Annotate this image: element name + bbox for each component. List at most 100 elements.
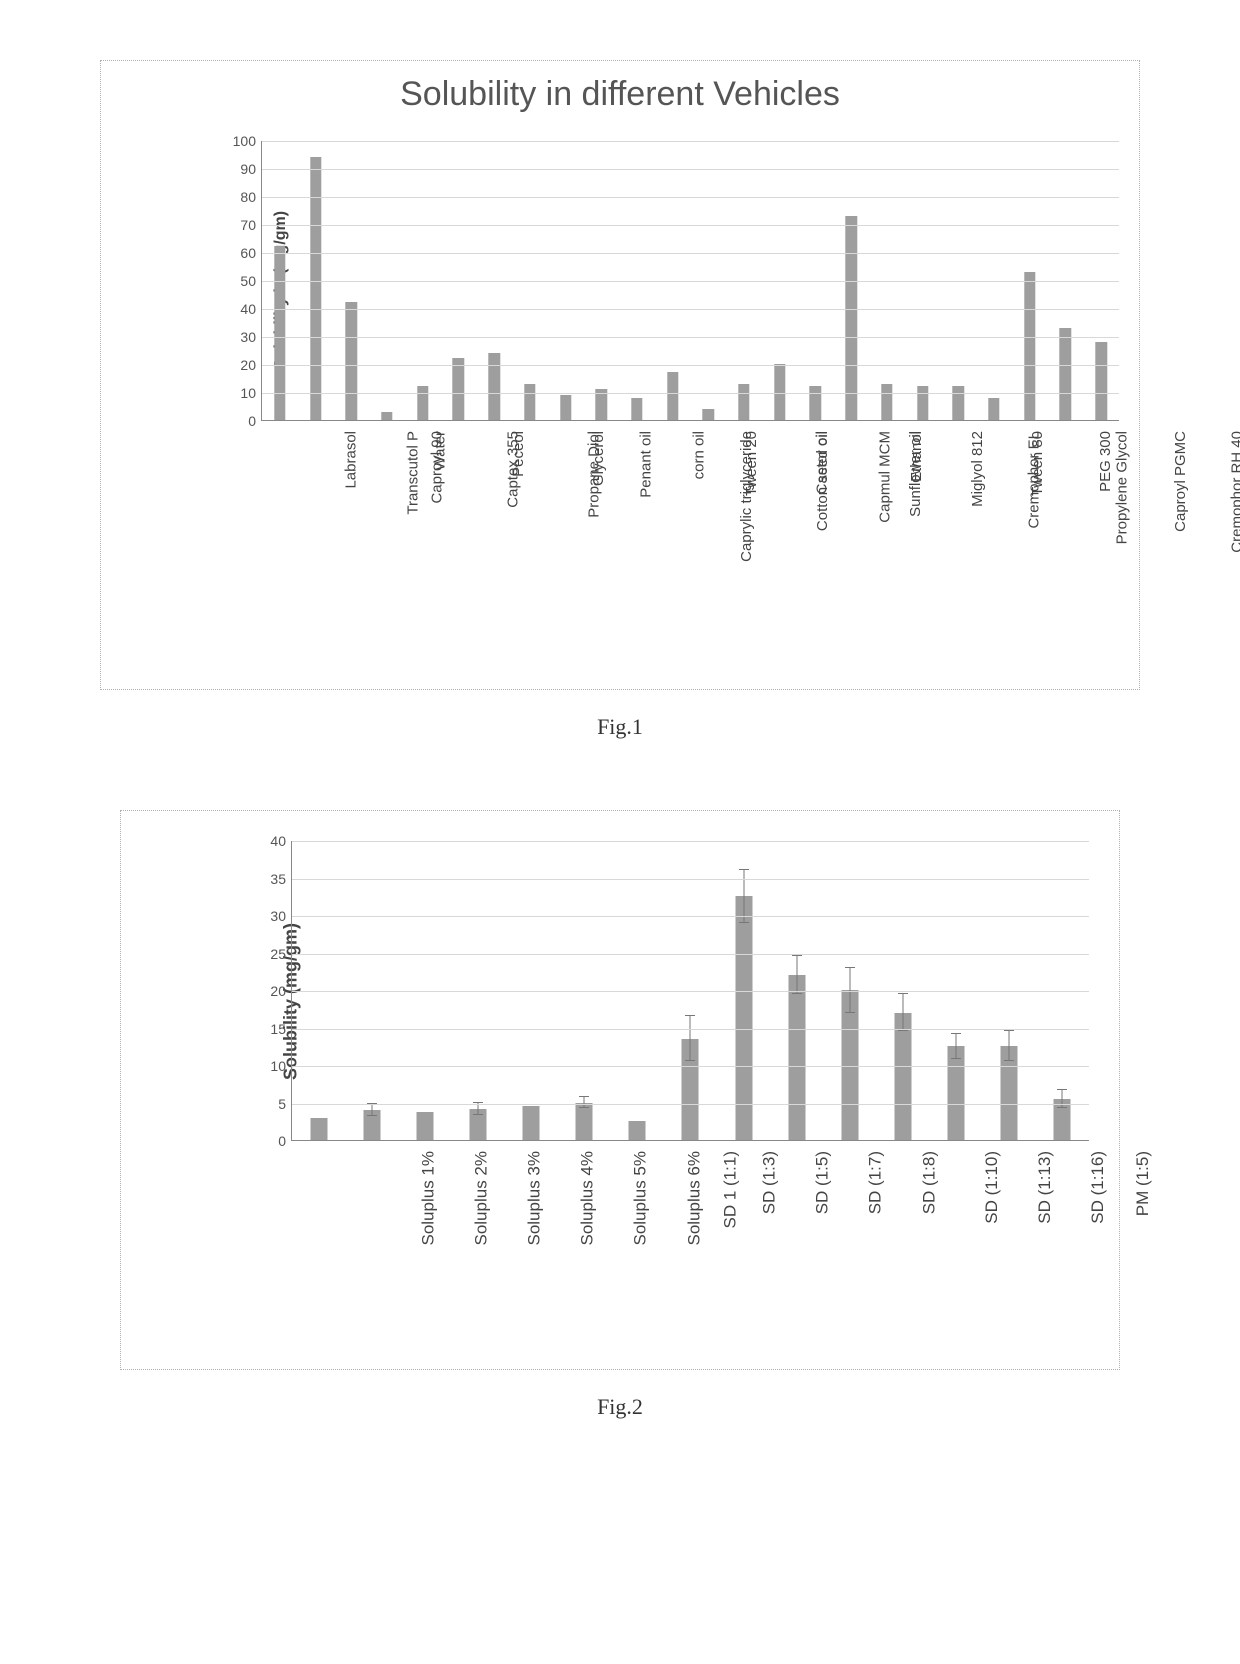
x-axis-label: corn oil <box>691 431 708 479</box>
ytick-label: 0 <box>248 413 262 429</box>
gridline <box>292 841 1089 842</box>
plot-area-2: Solubility (mg/gm) 0510152025303540 Solu… <box>181 841 1089 1339</box>
error-cap <box>739 869 749 870</box>
ytick-label: 70 <box>240 217 262 233</box>
x-axis-label: SD (1:16) <box>1088 1151 1108 1224</box>
error-cap <box>473 1102 483 1103</box>
x-axis-label: Transcutol P <box>404 431 421 515</box>
x-axis-label: Propylene Glycol <box>1113 431 1130 544</box>
gridline <box>262 281 1119 282</box>
bar <box>1060 328 1071 420</box>
plot-area-1: Solubility in (mg/gm) 010203040506070809… <box>161 141 1119 659</box>
error-cap <box>1004 1060 1014 1061</box>
bar <box>576 1103 593 1141</box>
error-cap <box>845 1012 855 1013</box>
bar <box>841 990 858 1140</box>
ytick-label: 40 <box>240 301 262 317</box>
error-cap <box>951 1058 961 1059</box>
ytick-label: 50 <box>240 273 262 289</box>
x-axis-label: Tween 80 <box>1029 431 1046 496</box>
bar <box>523 1106 540 1141</box>
bar <box>881 384 892 420</box>
error-cap <box>792 955 802 956</box>
gridline <box>292 1104 1089 1105</box>
x-axis-label: PEG 300 <box>1097 431 1114 492</box>
x-axis-label: SD (1:3) <box>759 1151 779 1214</box>
gridline <box>262 197 1119 198</box>
ytick-label: 80 <box>240 189 262 205</box>
x-axis-label: Soluplus 2% <box>471 1151 491 1246</box>
ytick-label: 5 <box>278 1096 292 1112</box>
x-axis-label: Capmul MCM <box>877 431 894 523</box>
bar <box>381 412 392 420</box>
x-axis-label: Water <box>432 431 449 470</box>
x-axis-label: Cremophor RH 40 <box>1229 431 1240 553</box>
gridline <box>292 879 1089 880</box>
bar <box>310 1118 327 1141</box>
figure-2: Solubility (mg/gm) 0510152025303540 Solu… <box>80 810 1160 1420</box>
bar <box>703 409 714 420</box>
bar <box>417 386 428 420</box>
bar <box>810 386 821 420</box>
error-cap <box>898 993 908 994</box>
bar <box>453 358 464 420</box>
error-whisker <box>796 956 797 994</box>
x-axis-label: Labrasol <box>342 431 359 489</box>
x-axis-label: SD (1:13) <box>1035 1151 1055 1224</box>
gridline <box>292 954 1089 955</box>
gridline <box>262 365 1119 366</box>
x-axis-label: Soluplus 6% <box>684 1151 704 1246</box>
ytick-label: 20 <box>240 357 262 373</box>
gridline <box>262 225 1119 226</box>
bar <box>560 395 571 420</box>
ytick-label: 30 <box>270 908 292 924</box>
bar <box>948 1046 965 1140</box>
x-axis-label: Caproyl PGMC <box>1172 431 1189 532</box>
error-cap <box>898 1030 908 1031</box>
error-cap <box>1057 1107 1067 1108</box>
x-axis-label: Peceol <box>510 431 527 477</box>
error-cap <box>792 993 802 994</box>
x-axis-label: Glycerol <box>590 431 607 486</box>
ytick-label: 0 <box>278 1133 292 1149</box>
x-axis-label: Tween 20 <box>743 431 760 496</box>
x-axis-label: Soluplus 1% <box>418 1151 438 1246</box>
bar <box>917 386 928 420</box>
gridline <box>262 393 1119 394</box>
ytick-label: 25 <box>270 946 292 962</box>
ytick-label: 10 <box>270 1058 292 1074</box>
bar <box>631 398 642 420</box>
gridline <box>262 337 1119 338</box>
x-axis-label: Penant oil <box>638 431 655 498</box>
ytick-label: 15 <box>270 1021 292 1037</box>
bar <box>788 975 805 1140</box>
error-cap <box>1004 1030 1014 1031</box>
figure-caption-1: Fig.1 <box>80 714 1160 740</box>
x-axis-label: SD (1:8) <box>919 1151 939 1214</box>
ytick-label: 20 <box>270 983 292 999</box>
bar <box>667 372 678 420</box>
axis-box-1: 0102030405060708090100 <box>261 141 1119 421</box>
x-axis-label: SD (1:7) <box>866 1151 886 1214</box>
bar <box>488 353 499 420</box>
gridline <box>262 169 1119 170</box>
x-axis-label: Ethanol <box>908 431 925 482</box>
ytick-label: 60 <box>240 245 262 261</box>
error-cap <box>1057 1089 1067 1090</box>
error-whisker <box>903 994 904 1032</box>
gridline <box>292 1029 1089 1030</box>
gridline <box>262 309 1119 310</box>
bar <box>346 302 357 420</box>
error-cap <box>739 922 749 923</box>
figure-caption-2: Fig.2 <box>80 1394 1160 1420</box>
x-axis-label: Miglyol 812 <box>968 431 985 507</box>
bar <box>953 386 964 420</box>
error-cap <box>685 1060 695 1061</box>
error-whisker <box>956 1034 957 1060</box>
chart-frame-2: Solubility (mg/gm) 0510152025303540 Solu… <box>120 810 1120 1370</box>
gridline <box>292 1066 1089 1067</box>
bar <box>416 1112 433 1141</box>
ytick-label: 35 <box>270 871 292 887</box>
x-axis-label: Soluplus 5% <box>631 1151 651 1246</box>
bar <box>524 384 535 420</box>
